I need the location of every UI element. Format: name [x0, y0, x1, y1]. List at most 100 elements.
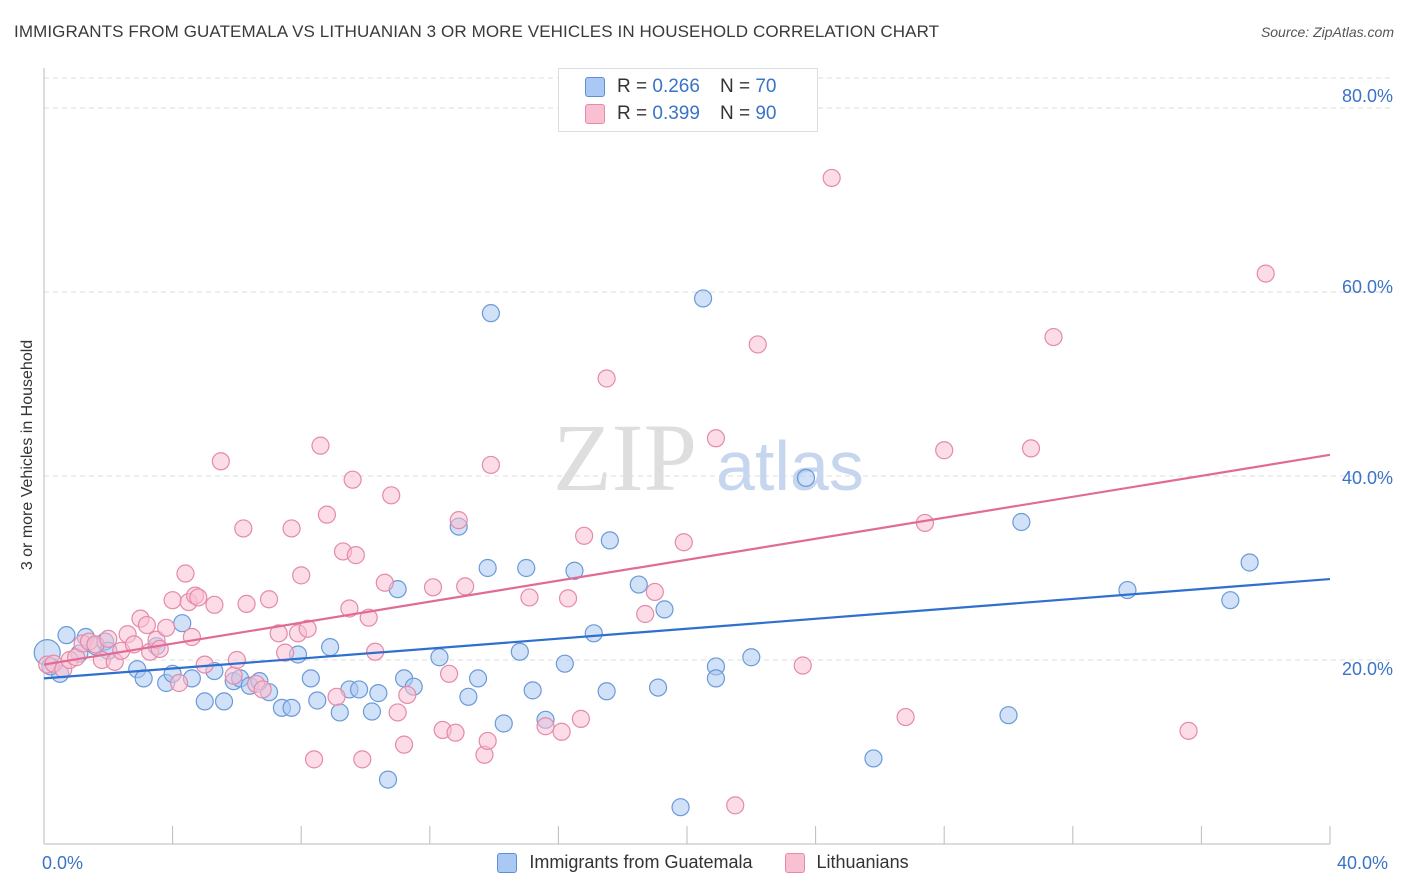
data-point [1044, 327, 1063, 347]
data-point [169, 673, 189, 693]
data-point [182, 627, 201, 647]
data-point [449, 511, 468, 530]
data-point [478, 731, 497, 751]
data-point [822, 168, 841, 188]
data-point [864, 749, 883, 768]
trend-lines [43, 453, 1331, 680]
data-point [459, 687, 478, 706]
data-point [655, 600, 674, 619]
data-point [552, 722, 571, 741]
data-point [259, 590, 279, 609]
y-tick-label-80: 80.0% [1341, 86, 1393, 106]
data-point [57, 626, 76, 645]
data-point [237, 594, 256, 613]
data-point [423, 578, 443, 597]
trend-line-0 [43, 577, 1331, 680]
watermark: ZIP atlas [553, 404, 864, 511]
data-point [597, 682, 616, 701]
data-point [706, 669, 726, 688]
data-point [276, 643, 295, 662]
data-point [99, 629, 118, 648]
data-point [793, 656, 812, 675]
data-point [896, 707, 915, 727]
x-tick-label-max: 40.0% [1337, 853, 1389, 873]
legend-item-guatemala[interactable]: Immigrants from Guatemala [497, 852, 753, 873]
data-point [321, 638, 340, 657]
watermark-zip: ZIP [553, 404, 697, 511]
legend-row-lithuanians: R = 0.399 N = 90 [585, 102, 776, 126]
data-point [362, 702, 382, 721]
data-point [369, 684, 388, 703]
data-point [555, 654, 574, 673]
data-point [575, 526, 594, 545]
legend-label-guatemala: Immigrants from Guatemala [529, 852, 753, 872]
data-point [565, 561, 584, 580]
data-point [693, 289, 713, 308]
data-point [346, 546, 365, 565]
n-value-lithuanians: 90 [755, 103, 777, 124]
n-label: N = [719, 103, 751, 124]
legend-row-guatemala: R = 0.266 N = 70 [585, 75, 776, 99]
gridlines [44, 77, 1393, 661]
legend-item-lithuanians[interactable]: Lithuanians [784, 852, 909, 873]
data-point [935, 441, 954, 460]
data-point [340, 599, 359, 618]
data-point [1240, 553, 1259, 572]
data-point [796, 468, 816, 487]
legend-swatch-guatemala [585, 77, 605, 97]
data-point [726, 796, 745, 815]
data-point [629, 575, 648, 594]
y-axis-label: 3 or more Vehicles in Household [19, 339, 36, 571]
data-point [214, 692, 234, 711]
legend-swatch-guatemala [497, 852, 518, 873]
data-point [282, 698, 301, 717]
data-point [378, 770, 398, 789]
legend-label-lithuanians: Lithuanians [816, 852, 909, 872]
data-point [211, 452, 230, 471]
data-point [394, 735, 414, 754]
data-point [327, 687, 346, 706]
y-tick-label-40: 40.0% [1341, 468, 1393, 488]
r-value-guatemala: 0.266 [652, 76, 700, 97]
data-point [189, 588, 208, 607]
data-point [636, 604, 655, 624]
data-point [205, 595, 224, 614]
data-point [456, 577, 475, 596]
r-value-lithuanians: 0.399 [652, 103, 700, 124]
data-point [1012, 512, 1031, 532]
chart-title: IMMIGRANTS FROM GUATEMALA VS LITHUANIAN … [14, 22, 940, 41]
data-point [388, 703, 407, 722]
data-point [176, 564, 195, 583]
data-point [748, 335, 767, 354]
data-point [1256, 264, 1275, 283]
data-point [269, 624, 288, 643]
data-point [510, 642, 529, 661]
data-point [494, 714, 513, 733]
data-point [304, 750, 324, 769]
correlation-legend: R = 0.266 N = 70 R = 0.399 N = 90 [558, 68, 818, 132]
data-point [600, 531, 619, 550]
y-tick-label-20: 20.0% [1341, 659, 1393, 679]
data-point [478, 558, 497, 578]
data-point [536, 717, 555, 736]
y-tick-label-60: 60.0% [1341, 277, 1393, 297]
data-point [282, 519, 301, 538]
data-point [481, 304, 500, 323]
data-point [134, 669, 153, 688]
data-point [584, 624, 603, 643]
n-value-guatemala: 70 [755, 76, 777, 97]
data-point [558, 589, 578, 608]
data-point [1221, 591, 1240, 610]
r-label: R = [617, 103, 648, 124]
data-point [520, 588, 539, 607]
data-point [430, 648, 449, 667]
data-point [163, 591, 182, 610]
data-point [311, 436, 330, 455]
data-point [234, 519, 253, 538]
data-point [671, 798, 690, 817]
data-point [523, 681, 542, 700]
data-point [597, 369, 616, 388]
data-point [157, 618, 176, 637]
data-point [571, 709, 591, 728]
